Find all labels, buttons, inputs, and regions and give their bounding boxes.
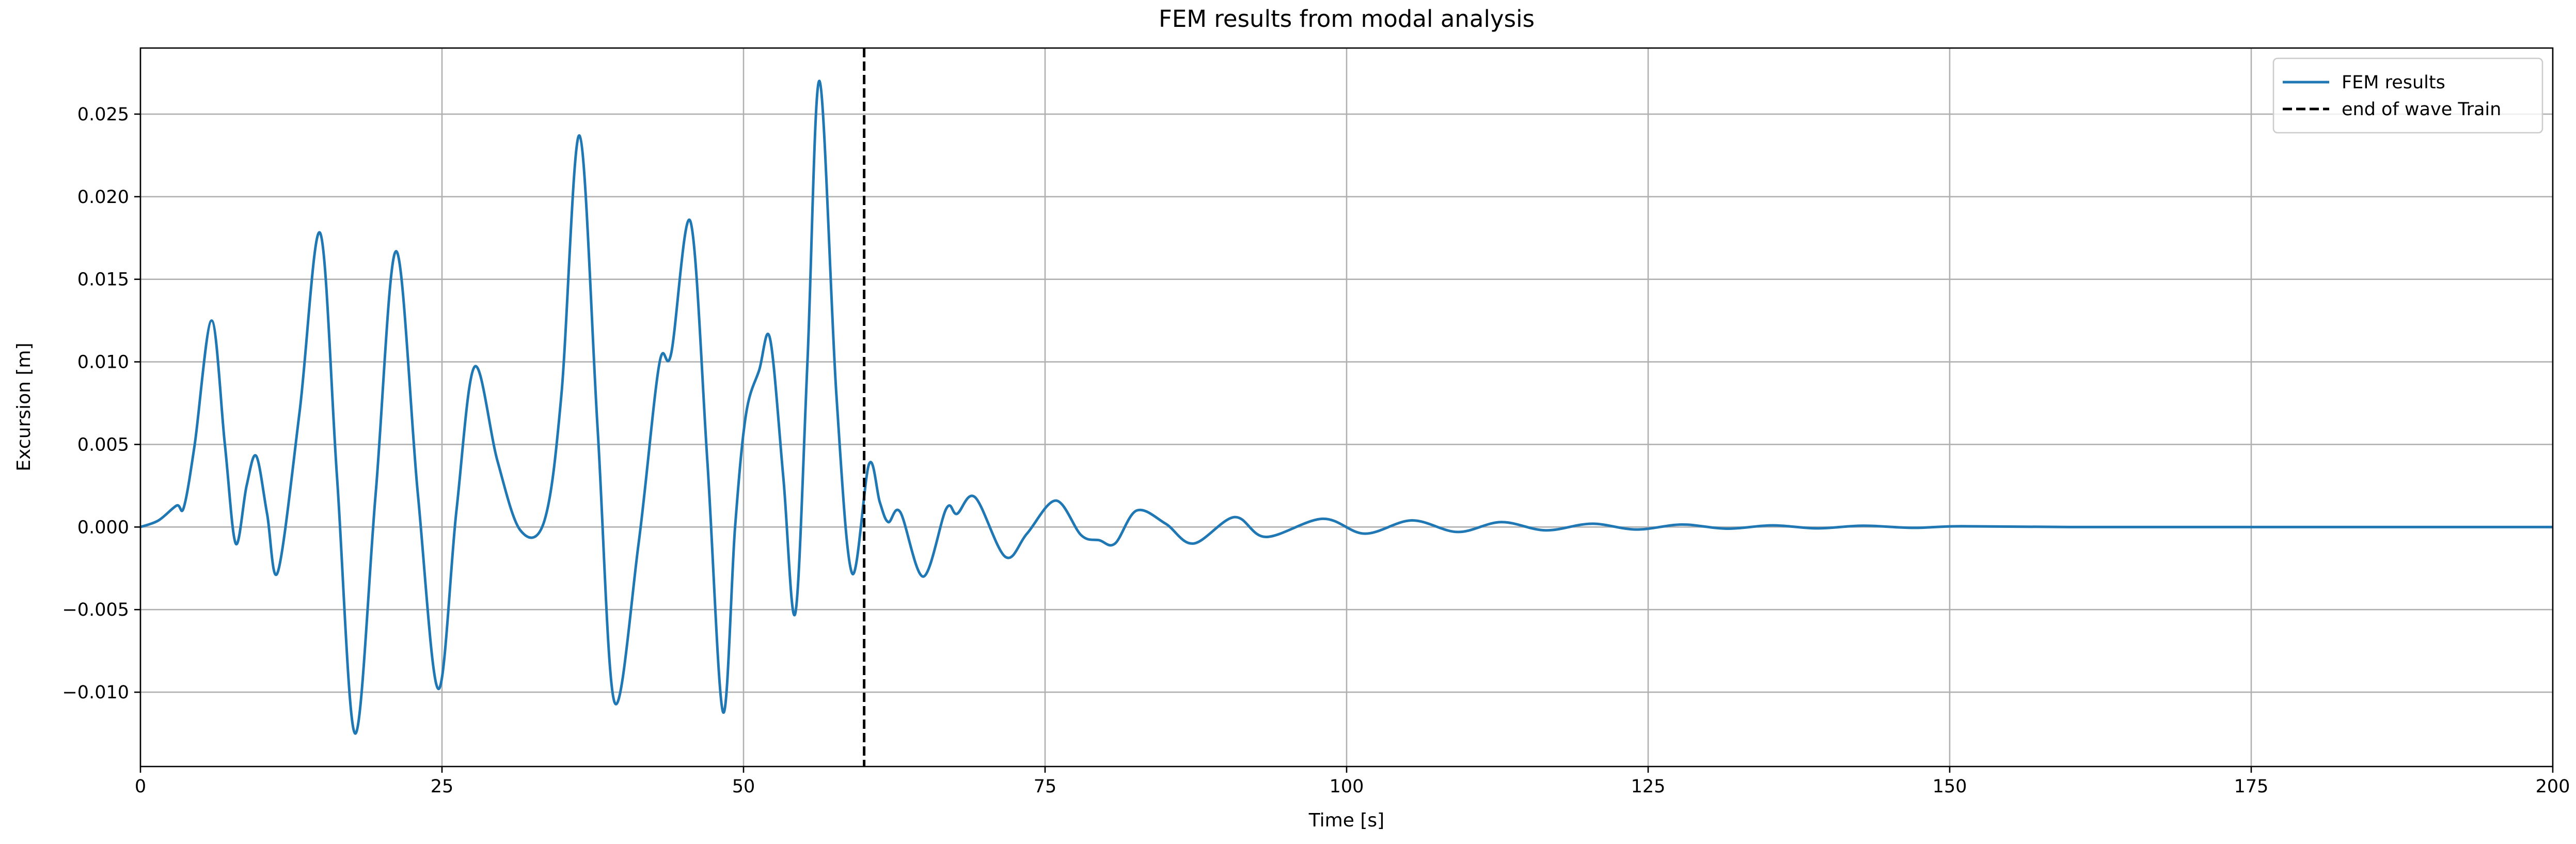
x-tick-label: 100 [1330,776,1364,797]
legend-label: end of wave Train [2342,99,2501,120]
y-axis-label: Excursion [m] [13,342,35,471]
y-tick-label: 0.000 [77,517,129,538]
y-tick-label: −0.005 [62,600,129,620]
y-tick-label: 0.015 [77,270,129,290]
x-tick-label: 50 [732,776,755,797]
x-tick-label: 150 [1933,776,1967,797]
y-tick-label: 0.025 [77,104,129,125]
y-tick-label: 0.020 [77,187,129,208]
x-tick-label: 175 [2234,776,2269,797]
x-tick-label: 0 [135,776,146,797]
legend-label: FEM results [2342,72,2445,93]
x-tick-label: 75 [1034,776,1057,797]
y-tick-label: 0.005 [77,434,129,455]
x-axis-label: Time [s] [1308,810,1384,831]
data-line [140,80,2553,735]
y-tick-label: 0.010 [77,352,129,373]
chart-title: FEM results from modal analysis [1159,5,1535,33]
x-tick-label: 125 [1631,776,1666,797]
legend-box [2272,57,2543,134]
x-tick-label: 25 [431,776,454,797]
x-tick-label: 200 [2536,776,2570,797]
y-tick-label: −0.010 [62,682,129,703]
plot-frame [139,47,2554,768]
